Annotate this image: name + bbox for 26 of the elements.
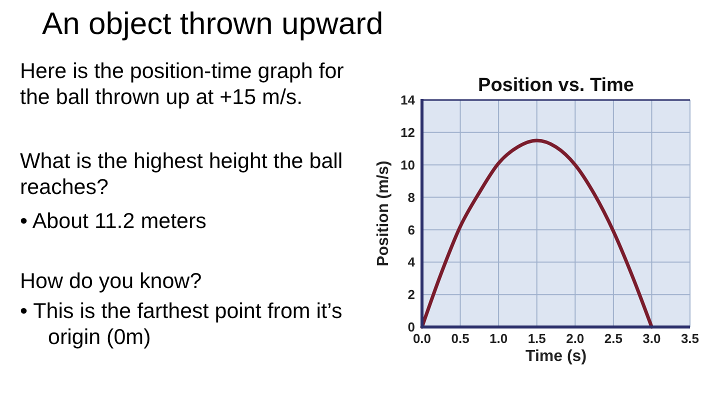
x-tick-label: 2.5 xyxy=(604,331,622,346)
text: • About 11.2 meters xyxy=(20,208,208,234)
y-tick-label: 4 xyxy=(408,254,416,270)
x-axis-title: Time (s) xyxy=(525,348,587,365)
line-series xyxy=(420,138,654,329)
chart-subtitle: An object thrown upward xyxy=(42,6,384,42)
y-tick-label: 6 xyxy=(408,222,415,238)
y-tick-label: 12 xyxy=(400,124,415,140)
x-tick-label: 2.0 xyxy=(566,331,584,346)
x-tick-label: 1.0 xyxy=(490,331,508,346)
y-tick-label: 0 xyxy=(408,320,415,335)
y-tick-label: 8 xyxy=(408,190,415,205)
y-tick-label: 10 xyxy=(400,157,415,172)
y-tick-label: 2 xyxy=(408,287,415,302)
x-tick-label: 3.0 xyxy=(642,331,661,346)
text: Here is the position-time graph for the ball thrown up at +15 m/s. xyxy=(20,58,345,110)
text: • This is the farthest point from it’s origin (0m) xyxy=(20,298,344,350)
text: What is the highest height the ball reaches? xyxy=(20,148,344,200)
x-tick-label: 0.5 xyxy=(451,331,470,346)
x-tick-label: 1.5 xyxy=(528,331,546,346)
text: How do you know? xyxy=(20,268,203,294)
x-tick-label: 0.0 xyxy=(412,331,432,346)
y-axis-title: Position (m/s) xyxy=(375,160,392,266)
chart-title: Position vs. Time xyxy=(478,75,634,96)
y-tick-label: 14 xyxy=(400,92,416,108)
x-tick-label: 3.5 xyxy=(680,331,700,346)
